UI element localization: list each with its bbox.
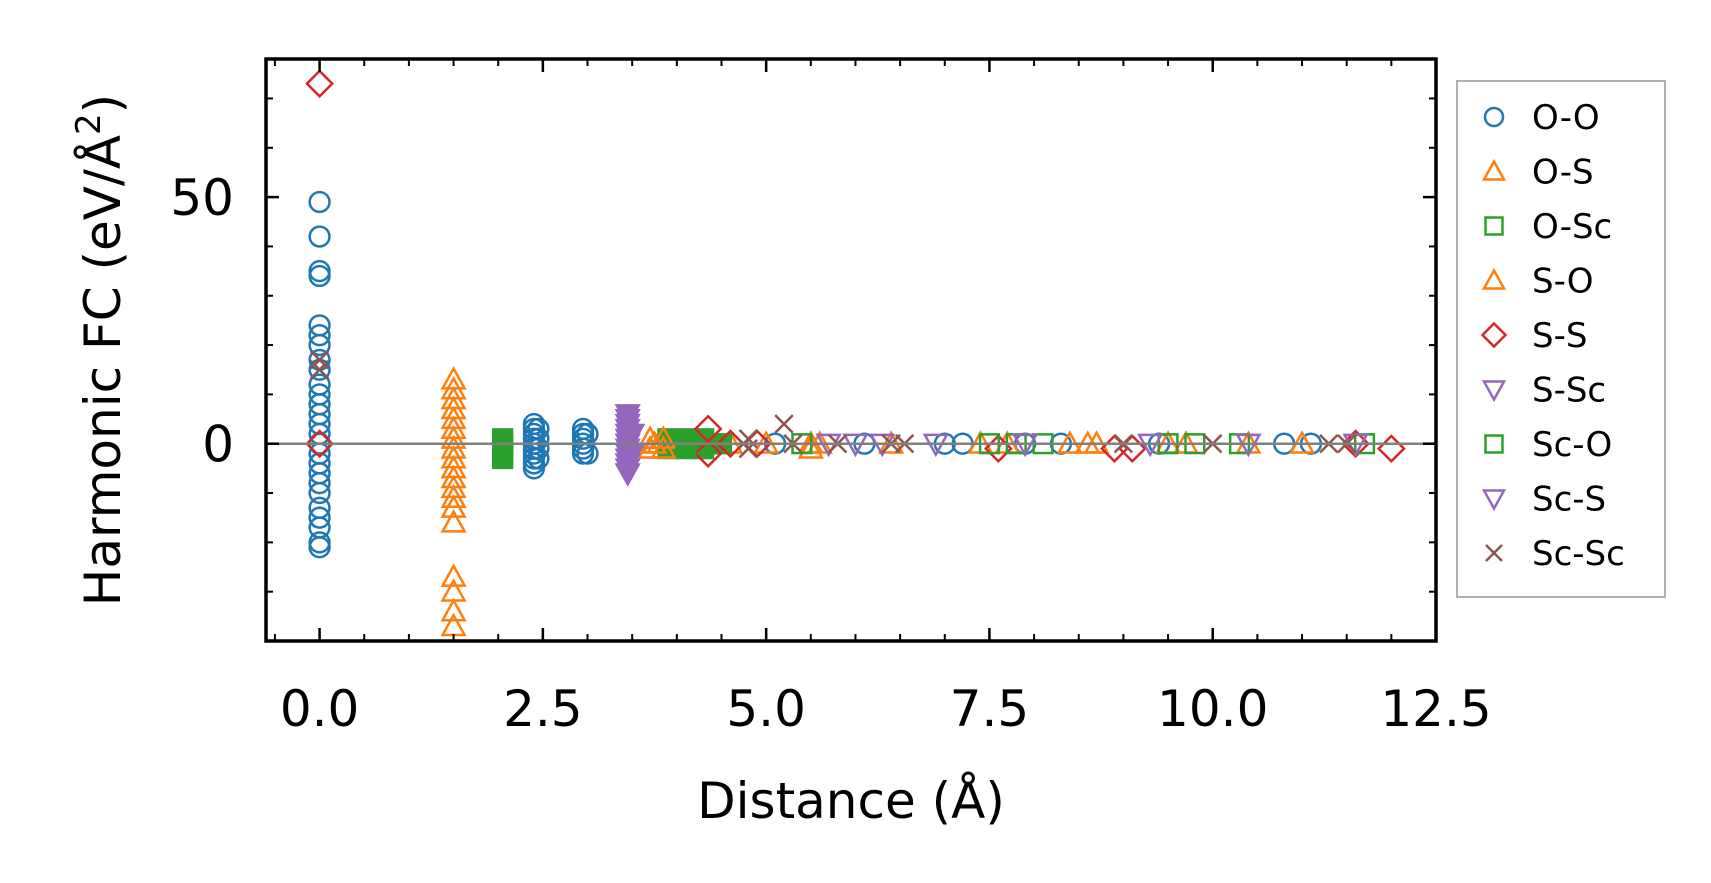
data-point-o-s: [440, 494, 467, 518]
x-tick-label: 5.0: [726, 680, 806, 738]
legend-marker-sc-o: [1484, 434, 1504, 454]
legend-item-sc-o: Sc-O: [1484, 425, 1612, 465]
data-point-o-o: [308, 225, 331, 248]
legend-label: O-S: [1532, 153, 1594, 193]
data-point-o-s: [440, 484, 467, 509]
legend-label: Sc-Sc: [1532, 534, 1625, 574]
data-point-s-s: [716, 429, 745, 459]
data-point-o-o: [308, 190, 331, 214]
plot-frame: [264, 57, 1438, 643]
data-point-sc-sc-stroke-b: [309, 350, 330, 370]
legend-item-s-sc: S-Sc: [1481, 371, 1606, 411]
data-point-o-o: [308, 506, 331, 529]
legend-item-o-sc: O-Sc: [1484, 207, 1612, 247]
legend-label: S-S: [1532, 316, 1587, 356]
data-point-s-sc: [614, 463, 641, 487]
legend-marker-o-o: [1483, 106, 1505, 128]
series-sc-sc: [309, 350, 1357, 459]
data-point-o-o: [527, 437, 550, 460]
legend-marker-s-s: [1480, 321, 1508, 349]
data-point-o-o: [308, 472, 331, 495]
legend-item-sc-sc: Sc-Sc: [1485, 534, 1625, 574]
data-point-o-o: [308, 536, 331, 559]
x-tick-label: 2.5: [503, 680, 583, 738]
legend-marker-s-o: [1481, 267, 1507, 290]
legend-item-o-o: O-O: [1483, 98, 1600, 138]
data-point-o-s: [797, 435, 824, 459]
data-point-sc-sc-stroke-b: [774, 414, 794, 434]
y-axis-label-main: Harmonic FC (eV/Å: [74, 135, 132, 606]
legend-marker-o-s: [1481, 158, 1507, 181]
data-point-sc-sc-stroke-b: [309, 360, 330, 380]
legend-marker-sc-sc: [1485, 544, 1503, 562]
data-point-sc-sc: [774, 414, 794, 434]
legend-label: Sc-S: [1532, 480, 1606, 520]
data-point-o-o: [308, 264, 331, 288]
y-axis-label-superscript: 2: [69, 113, 109, 135]
data-point-s-s: [305, 429, 335, 459]
legend-label: O-Sc: [1532, 207, 1612, 247]
data-point-o-s: [440, 597, 467, 622]
data-point-o-s: [440, 509, 467, 533]
legend-label: Sc-O: [1532, 425, 1612, 465]
legend-item-s-s: S-S: [1480, 316, 1587, 356]
y-tick-label: 50: [170, 169, 234, 227]
data-point-sc-sc: [309, 350, 330, 370]
x-axis-label: Distance (Å): [697, 772, 1005, 830]
legend-item-s-o: S-O: [1481, 262, 1594, 302]
data-point-o-o: [527, 447, 550, 470]
y-axis-label: Harmonic FC (eV/Å2): [69, 94, 132, 606]
data-point-o-sc: [492, 447, 514, 470]
data-point-s-sc: [619, 423, 646, 448]
data-point-sc-sc: [309, 360, 330, 380]
legend-marker-sc-s: [1481, 489, 1507, 512]
x-tick-label: 7.5: [950, 680, 1030, 738]
x-tick-label: 12.5: [1380, 680, 1491, 738]
legend-marker-s-sc: [1481, 380, 1507, 403]
legend-marker-o-sc: [1484, 216, 1504, 236]
y-axis-label-tail: ): [74, 94, 132, 114]
data-point-s-o: [650, 435, 677, 459]
legend: O-O O-S O-Sc S-O S-S S-Sc Sc-O Sc-S Sc-Sc: [1480, 98, 1625, 574]
data-point-s-o: [650, 425, 677, 449]
data-point-o-o: [308, 333, 331, 357]
data-point-o-s: [440, 563, 467, 587]
legend-label: S-Sc: [1532, 371, 1606, 411]
data-point-o-o: [308, 481, 331, 505]
data-point-s-s: [693, 439, 723, 468]
x-tick-label: 10.0: [1157, 680, 1268, 738]
y-tick-label: 0: [202, 416, 234, 474]
legend-label: S-O: [1532, 262, 1594, 302]
legend-marker-sc-sc-stroke-b: [1485, 544, 1503, 562]
legend-item-o-s: O-S: [1481, 153, 1594, 193]
data-point-s-s: [305, 69, 335, 99]
axis-ticks: 0.0 2.5 5.0 7.5 10.0 12.5 0 50: [170, 59, 1492, 738]
legend-label: O-O: [1532, 98, 1600, 138]
legend-item-sc-s: Sc-S: [1481, 480, 1606, 520]
data-point-o-o: [308, 324, 331, 347]
x-tick-label: 0.0: [280, 680, 360, 738]
